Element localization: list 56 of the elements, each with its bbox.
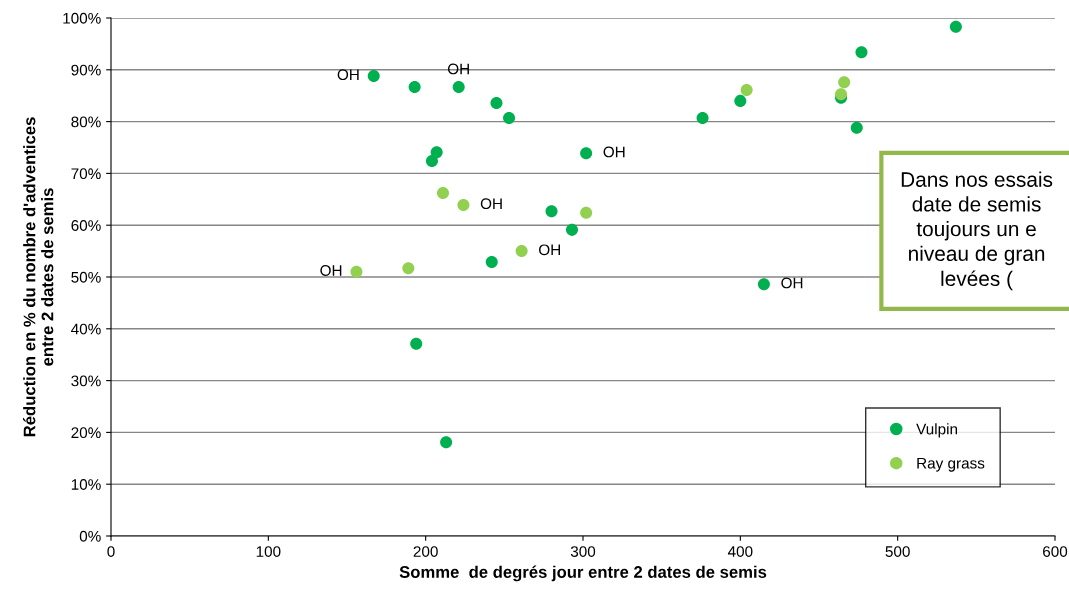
point [452, 80, 465, 93]
y-tick-label: 40% [71, 323, 101, 335]
x-tick-label: 600 [1043, 546, 1068, 557]
x-tick-label: 300 [570, 546, 596, 557]
y-tick-label: 70% [71, 168, 101, 180]
point [490, 96, 503, 109]
point [949, 20, 962, 33]
annotation: OH [781, 277, 803, 289]
legend-label: Vulpin [916, 423, 958, 438]
point [410, 337, 423, 350]
point [503, 111, 516, 124]
annotation: OH [603, 146, 625, 158]
annotation: OH [480, 198, 502, 210]
point [457, 198, 470, 212]
point [350, 265, 363, 278]
y-tick-label: 80% [71, 116, 101, 128]
point [436, 187, 449, 200]
point [838, 76, 851, 89]
y-tick-label: 50% [71, 271, 101, 283]
point [367, 70, 380, 83]
annotation: OH [320, 265, 342, 276]
x-tick-label: 100 [256, 546, 281, 557]
annotation: OH [539, 244, 560, 256]
point [402, 262, 415, 275]
legend-label: Ray grass [917, 457, 985, 472]
point [545, 205, 558, 218]
y-tick-label: 0% [79, 530, 101, 542]
y-tick-label: 60% [71, 220, 101, 231]
x-tick-label: 400 [727, 546, 753, 557]
x-tick-label: 0 [107, 546, 115, 557]
y-tick-label: 90% [71, 64, 101, 76]
point [580, 147, 593, 160]
y-tick-label: 10% [71, 479, 101, 490]
point [485, 255, 498, 268]
annotation: Dans nos essais date de semis toujours un e niveau de gran levées ( [901, 171, 1053, 291]
point [515, 245, 528, 258]
point [740, 83, 753, 97]
point [425, 154, 438, 167]
x-axis-title: Somme de degrés jour entre 2 dates de semis [399, 565, 767, 582]
x-tick-label: 200 [413, 546, 438, 557]
point [408, 80, 421, 93]
point [440, 436, 453, 449]
annotation: OH [447, 63, 469, 75]
y-axis-title: Réduction en % du nombre d'adventices entre 2 dates de semis [23, 117, 54, 437]
point [696, 111, 709, 124]
point [565, 223, 578, 236]
y-tick-label: 100% [63, 12, 101, 24]
y-tick-label: 30% [71, 375, 101, 387]
point [757, 278, 770, 291]
point [850, 121, 863, 134]
point [580, 206, 593, 219]
annotation: OH [337, 69, 359, 81]
x-tick-label: 500 [885, 546, 910, 557]
y-tick-label: 20% [71, 427, 101, 439]
point [734, 94, 747, 107]
point [855, 46, 868, 59]
